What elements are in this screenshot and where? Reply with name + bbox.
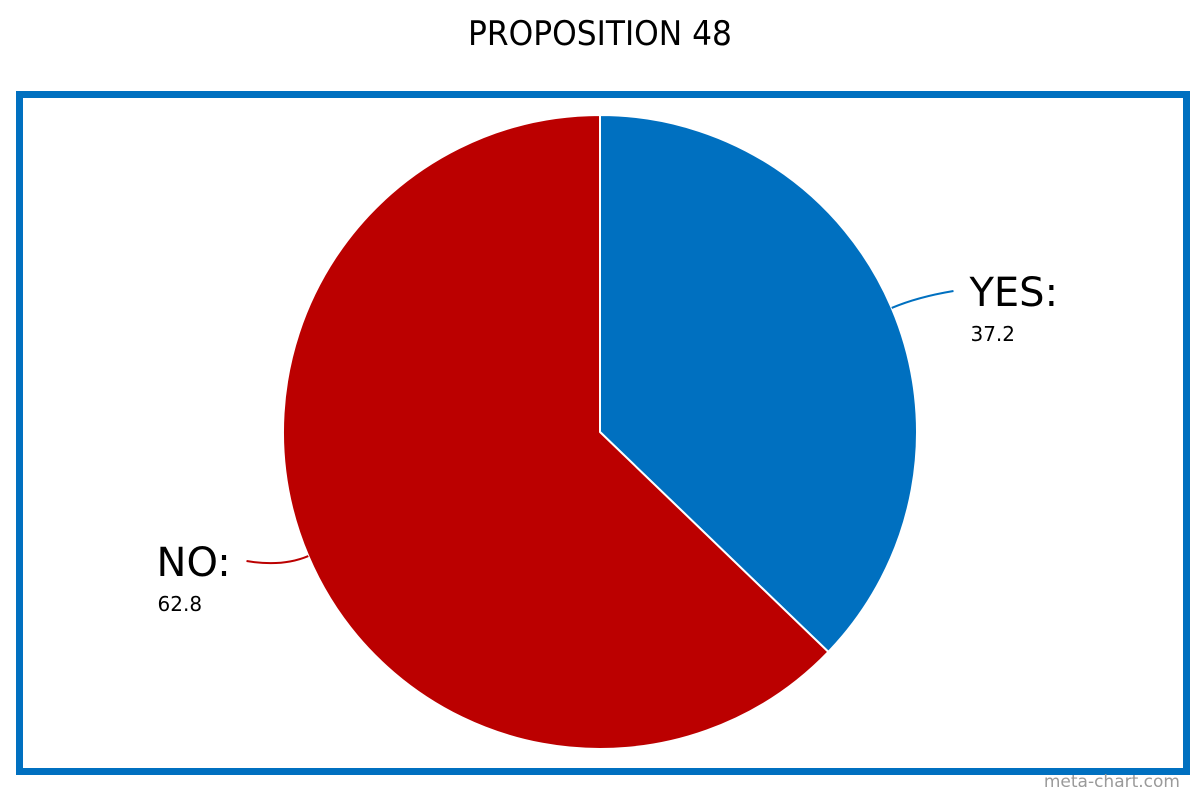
pie-slice-no bbox=[282, 114, 830, 750]
slice-label: YES: bbox=[968, 270, 1058, 316]
slice-value-label: 62.8 bbox=[158, 592, 203, 616]
pie-slice-yes bbox=[599, 114, 918, 653]
watermark: meta-chart.com bbox=[1043, 772, 1180, 792]
slice-labels: YES: 37.2 NO: 62.8 bbox=[157, 270, 1059, 616]
slice-value-label: 37.2 bbox=[970, 322, 1015, 346]
leader-line-no bbox=[246, 555, 309, 565]
chart-frame bbox=[16, 91, 1190, 775]
chart-title: PROPOSITION 48 bbox=[468, 14, 732, 54]
pie-slices bbox=[282, 114, 918, 750]
leader-line-yes bbox=[891, 289, 954, 309]
slice-label: NO: bbox=[157, 540, 231, 586]
leader-lines bbox=[246, 289, 954, 565]
